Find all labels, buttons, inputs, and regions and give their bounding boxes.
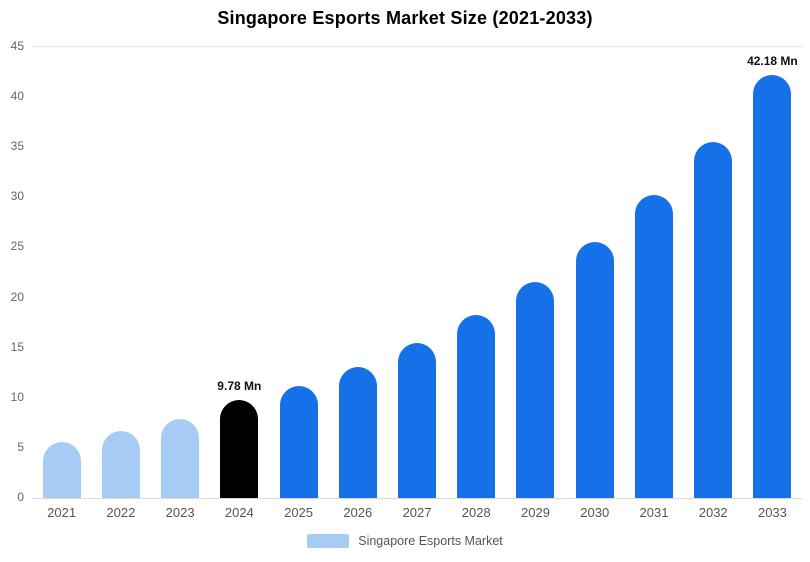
x-tick-label-2032: 2032 — [698, 505, 728, 520]
y-tick-label-40: 40 — [10, 89, 24, 104]
x-tick-label-2025: 2025 — [284, 505, 314, 520]
bar-value-label-2033: 42.18 Mn — [747, 54, 798, 69]
bar-column-2029 — [506, 47, 565, 498]
bar-2023[interactable] — [161, 418, 200, 498]
bar-column-2032 — [684, 47, 743, 498]
x-tick-label-2024: 2024 — [224, 505, 254, 520]
x-tick-label-2023: 2023 — [165, 505, 195, 520]
bar-2032[interactable] — [694, 142, 733, 498]
bar-column-2025 — [269, 47, 328, 498]
legend-swatch — [307, 534, 350, 548]
bar-2024[interactable]: 9.78 Mn — [217, 379, 261, 498]
plot-area: 9.78 Mn 42.18 Mn — [32, 46, 802, 499]
bar-value-label-2024: 9.78 Mn — [217, 378, 262, 393]
x-tick-label-2022: 2022 — [106, 505, 136, 520]
bar-2029[interactable] — [516, 281, 555, 498]
bar-2025[interactable] — [279, 385, 318, 498]
bar-2028[interactable] — [457, 314, 496, 498]
x-tick-label-2027: 2027 — [402, 505, 432, 520]
y-tick-label-35: 35 — [10, 139, 24, 154]
bar-column-2030 — [565, 47, 624, 498]
bar-2022[interactable] — [101, 430, 140, 498]
y-tick-label-45: 45 — [10, 39, 24, 53]
bar-2027[interactable] — [398, 342, 437, 498]
legend-item[interactable]: Singapore Esports Market — [0, 534, 810, 548]
bar-column-2027 — [387, 47, 446, 498]
bar-2031[interactable] — [634, 195, 673, 498]
y-tick-label-10: 10 — [10, 389, 24, 404]
bar-column-2023 — [150, 47, 209, 498]
chart-title: Singapore Esports Market Size (2021-2033… — [217, 8, 593, 28]
y-tick-label-20: 20 — [10, 289, 24, 304]
bar-2026[interactable] — [338, 366, 377, 498]
x-tick-label-2031: 2031 — [639, 505, 669, 520]
x-tick-label-2026: 2026 — [343, 505, 373, 520]
x-tick-label-2021: 2021 — [47, 505, 77, 520]
bar-column-2033: 42.18 Mn — [743, 47, 802, 498]
bar-column-2022 — [91, 47, 150, 498]
y-tick-label-0: 0 — [17, 490, 24, 504]
bar-2021[interactable] — [42, 441, 81, 498]
x-tick-label-2028: 2028 — [461, 505, 491, 520]
bar-2033[interactable]: 42.18 Mn — [747, 54, 798, 498]
bar-column-2026 — [328, 47, 387, 498]
y-tick-label-15: 15 — [10, 339, 24, 354]
bar-column-2024: 9.78 Mn — [210, 47, 269, 498]
y-tick-label-5: 5 — [17, 439, 24, 454]
x-tick-label-2030: 2030 — [580, 505, 610, 520]
bar-column-2028 — [447, 47, 506, 498]
x-axis: 2021 2022 2023 2024 2025 2026 2027 2028 2029 2030… — [32, 505, 802, 520]
bar-column-2021 — [32, 47, 91, 498]
x-tick-label-2029: 2029 — [521, 505, 550, 520]
bar-column-2031 — [624, 47, 683, 498]
legend-label: Singapore Esports Market — [358, 534, 503, 548]
y-tick-label-30: 30 — [10, 189, 24, 204]
x-tick-label-2033: 2033 — [757, 505, 787, 520]
bar-2030[interactable] — [575, 242, 614, 498]
y-tick-label-25: 25 — [10, 239, 24, 254]
y-axis: 0 5 10 15 20 25 30 35 40 45 — [0, 39, 26, 504]
